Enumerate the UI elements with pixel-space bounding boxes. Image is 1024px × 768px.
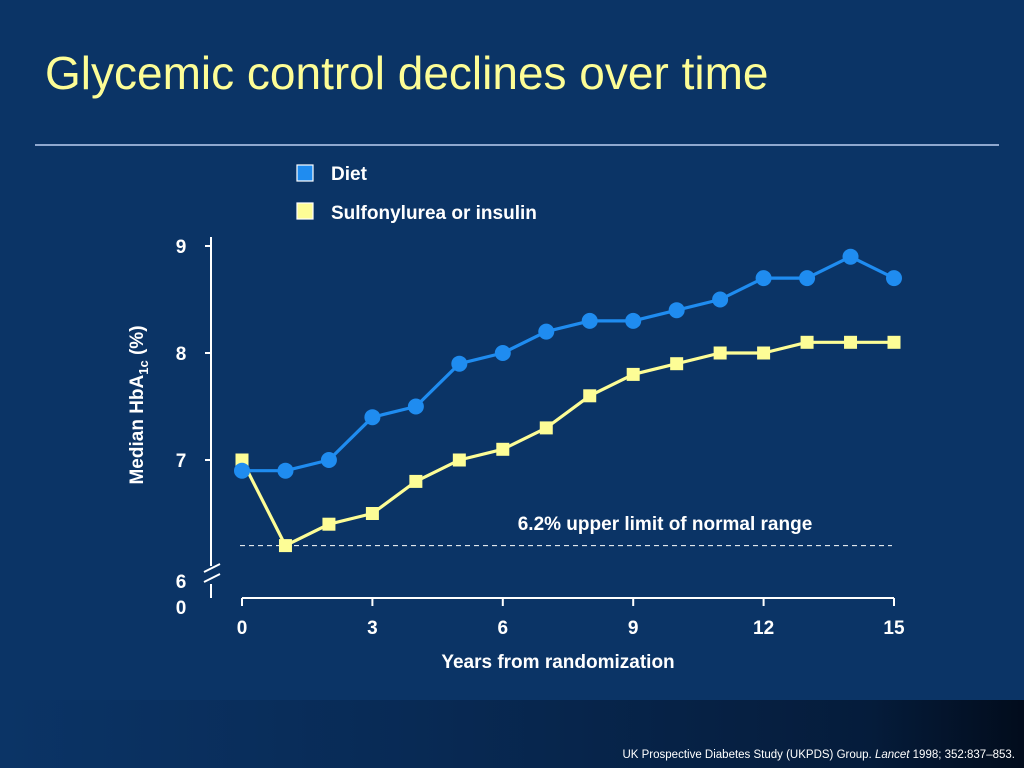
series-line [242,255,895,473]
hba1c-line-chart: Diet Sulfonylurea or insulin 7 8 9 6 0 Med… [127,164,905,673]
y-axis-break-mark-1 [203,563,221,573]
data-point [757,346,771,360]
legend-label-diet: Diet [331,164,368,185]
data-point [277,462,294,479]
data-point [713,346,727,360]
citation-journal: Lancet [874,749,910,761]
chart-legend: Diet Sulfonylurea or insulin [296,164,537,224]
data-point [625,312,642,329]
data-point [452,453,466,467]
data-point [712,291,729,308]
y-axis [203,237,221,598]
y-origin-label-0: 0 [176,598,187,619]
data-point [235,453,249,467]
x-tick-label: 15 [883,618,905,639]
data-point [670,357,684,371]
data-point [365,507,379,520]
x-tick-label: 12 [753,618,774,639]
citation-suffix: 1998; 352:837–853. [909,749,1015,761]
title-divider [35,144,999,146]
slide-title: Glycemic control declines over time [45,47,769,99]
y-axis-title-subscript: 1c [136,360,151,374]
citation-prefix: UK Prospective Diabetes Study (UKPDS) Gr… [622,749,875,761]
y-axis-title-unit: (%) [127,325,148,360]
data-point [755,270,772,287]
data-point [322,517,336,531]
data-point [668,302,685,319]
citation: UK Prospective Diabetes Study (UKPDS) Gr… [622,749,1015,761]
data-point [234,462,250,479]
data-point [539,421,553,435]
legend-swatch-diet [296,164,314,182]
data-point [278,539,292,553]
y-axis-title-main: Median HbA [127,374,148,484]
legend-swatch-sulfonylurea [296,202,314,220]
data-point [407,398,424,415]
y-ticks: 7 8 9 [176,237,211,472]
data-point [494,345,511,361]
data-point [844,335,858,349]
data-point [583,389,597,403]
y-tick-label: 9 [176,237,187,258]
data-point [842,248,859,265]
series-line [240,340,894,548]
data-point [581,312,598,329]
data-point [886,270,902,287]
x-tick-label: 9 [628,618,639,639]
x-tick-label: 0 [237,618,248,639]
y-origin-label-6: 6 [176,572,187,593]
x-tick-label: 6 [498,618,509,639]
y-axis-break-mark-2 [203,573,221,583]
data-point [451,355,468,372]
data-point [496,442,510,456]
data-point [364,409,381,426]
series-sulfonylurea [235,335,901,553]
data-point [538,323,555,340]
data-point [887,335,901,349]
series-diet [234,248,902,479]
y-tick-label: 7 [176,451,187,472]
data-point [626,367,640,381]
data-point [409,474,423,488]
data-point [799,270,816,287]
x-axis-title: Years from randomization [441,652,674,673]
reference-line-label: 6.2% upper limit of normal range [518,514,813,535]
legend-label-sulfonylurea: Sulfonylurea or insulin [331,203,537,224]
data-point [320,452,337,468]
x-ticks: 0 3 6 9 12 15 [237,598,905,639]
x-tick-label: 3 [367,618,378,639]
footer-band [0,700,1024,768]
data-point [800,335,814,349]
y-axis-title: Median HbA1c (%) [127,325,151,484]
y-tick-label: 8 [176,344,187,365]
series-layer [234,248,902,553]
